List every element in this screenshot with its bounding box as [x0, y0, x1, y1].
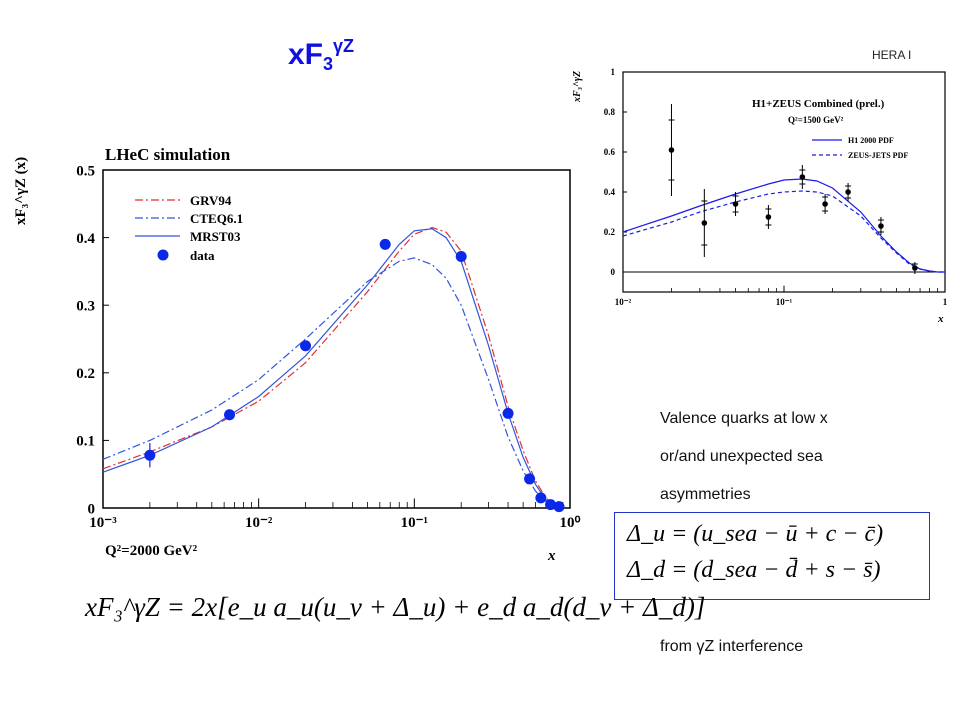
legend-label: CTEQ6.1 [190, 211, 243, 226]
y-tick-label: 0.6 [604, 147, 616, 157]
y-axis-label: xF₃^γZ (x) [13, 157, 29, 225]
y-tick-label: 1 [611, 67, 616, 77]
data-point [502, 407, 514, 419]
data-point [545, 499, 557, 511]
chart-title: H1+ZEUS Combined (prel.) [752, 98, 885, 110]
y-tick-label: 0.2 [604, 227, 616, 237]
delta-d-formula: Δ_d = (d_sea − d̄ + s − s̄) [627, 557, 881, 583]
y-axis-label: xF₃^γZ [572, 71, 583, 103]
plot-frame [102, 169, 571, 509]
x-tick-label: 10⁻¹ [776, 297, 793, 307]
footer-note: from γZ interference [660, 638, 804, 655]
y-tick-label: 0 [611, 267, 616, 277]
legend-swatch [157, 249, 169, 261]
x-tick-label: 10⁰ [559, 515, 580, 531]
x-tick-label: 10⁻² [245, 515, 273, 531]
y-tick-label: 0.4 [604, 187, 616, 197]
y-tick-label: 0.8 [604, 107, 616, 117]
hera-tag: HERA I [872, 48, 912, 62]
legend-label: H1 2000 PDF [848, 136, 894, 145]
data-point [845, 189, 851, 195]
data-point [300, 340, 312, 352]
x-axis-label: x [547, 548, 556, 564]
legend-label: MRST03 [190, 229, 241, 244]
lhec-chart: 0 0.1 0.2 0.3 0.4 0.5 10⁻³ 10⁻² 10⁻¹ 10⁰ LHeC simu… [13, 145, 581, 564]
y-tick-label: 0.3 [76, 298, 95, 314]
data-point [701, 220, 708, 226]
legend-label: data [190, 248, 215, 263]
legend-label: GRV94 [190, 193, 232, 208]
q2-annotation: Q²=2000 GeV² [105, 543, 198, 559]
data-point [535, 492, 547, 504]
x-tick-label: 1 [943, 297, 948, 307]
data-point [732, 201, 739, 207]
chart-title: LHeC simulation [105, 145, 231, 164]
data-point [224, 409, 236, 421]
curve-grv94 [102, 226, 564, 509]
q2-annotation: Q²=1500 GeV² [788, 115, 844, 125]
data-point [668, 147, 675, 153]
data-point [553, 501, 565, 513]
curve-mrst03 [102, 228, 564, 509]
data-point [765, 214, 772, 220]
curve-cteq6-1 [102, 257, 564, 509]
note-line-1: Valence quarks at low x [660, 410, 828, 427]
data-point [799, 174, 806, 180]
x-tick-label: 10⁻² [615, 297, 632, 307]
x-tick-label: 10⁻¹ [401, 515, 428, 531]
y-tick-label: 0.4 [76, 231, 95, 247]
hera-chart: 0 0.2 0.4 0.6 0.8 1 10⁻² 10⁻¹ 1 H1+ZEUS Combined … [572, 67, 948, 325]
legend-label: ZEUS-JETS PDF [848, 151, 908, 160]
note-line-3: asymmetries [660, 486, 751, 503]
y-tick-label: 0.2 [76, 366, 95, 382]
x-axis-label: x [937, 313, 944, 325]
data-point [379, 238, 391, 250]
data-point [455, 251, 467, 263]
delta-u-formula: Δ_u = (u_sea − ū + c − c̄) [627, 521, 884, 547]
y-tick-label: 0 [88, 501, 96, 517]
y-tick-label: 0.1 [76, 434, 95, 450]
slide-title: xF3γZ [288, 36, 355, 74]
data-point [822, 201, 828, 207]
curve-h1-2000-pdf [622, 178, 945, 273]
data-point [144, 449, 156, 461]
y-tick-label: 0.5 [76, 163, 95, 179]
main-formula: xF₃^γZ = 2x[e_u a_u(u_v + Δ_u) + e_d a_d… [85, 592, 706, 622]
data-point [912, 265, 918, 271]
delta-formula-box: Δ_u = (u_sea − ū + c − c̄) Δ_d = (d_sea … [614, 512, 930, 600]
data-point [524, 473, 536, 485]
curve-zeus-jets-pdf [622, 190, 945, 273]
data-point [878, 223, 884, 229]
note-line-2: or/and unexpected sea [660, 448, 823, 465]
x-tick-label: 10⁻³ [89, 515, 117, 531]
